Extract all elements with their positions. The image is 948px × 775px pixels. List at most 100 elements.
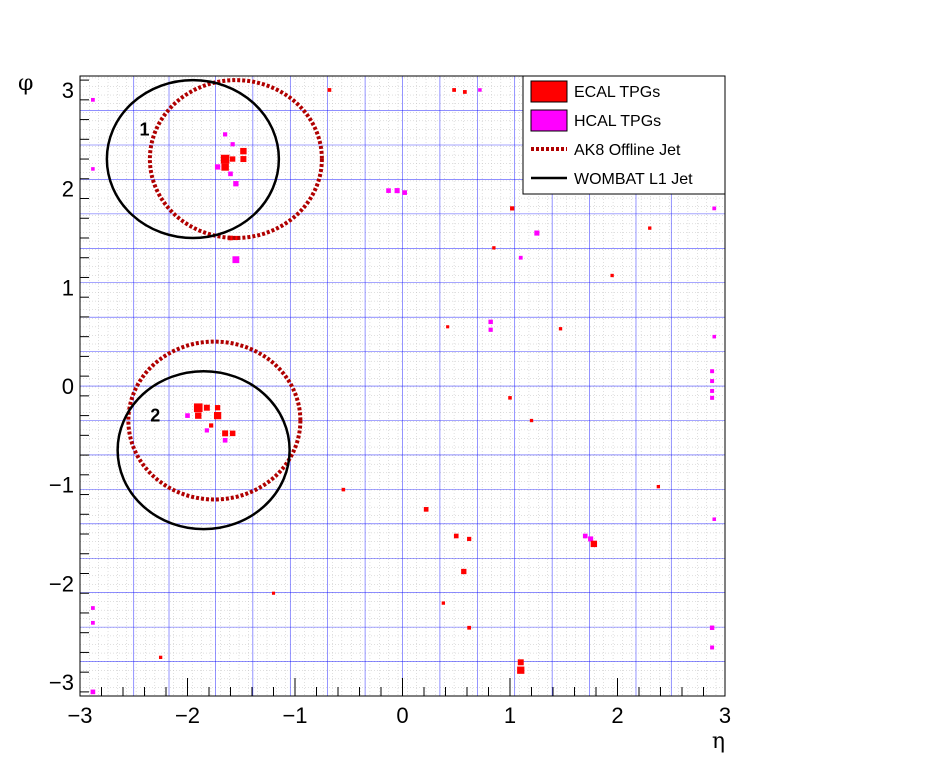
ecal-tpg-marker <box>648 226 652 230</box>
ecal-tpg-marker <box>517 666 525 674</box>
hcal-tpg-marker <box>710 369 715 374</box>
tpg-markers <box>90 88 717 695</box>
hcal-tpg-marker <box>233 181 239 187</box>
ecal-tpg-marker <box>341 487 346 492</box>
hcal-tpg-marker <box>710 645 715 650</box>
hcal-tpg-marker <box>582 533 588 539</box>
ecal-tpg-marker <box>230 156 236 162</box>
ecal-tpg-marker <box>510 206 515 211</box>
hcal-tpg-marker <box>709 625 715 630</box>
x-tick-label: 2 <box>611 703 623 728</box>
y-tick-label: 1 <box>62 275 74 300</box>
hcal-tpg-marker <box>91 620 95 625</box>
hcal-tpg-marker <box>518 255 523 260</box>
ecal-tpg-marker <box>529 418 534 423</box>
hcal-tpg-marker <box>394 188 400 194</box>
legend-label: HCAL TPGs <box>574 113 661 130</box>
ecal-tpg-marker <box>517 659 524 666</box>
hcal-tpg-marker <box>488 319 493 325</box>
y-tick-label: −3 <box>49 670 74 695</box>
x-tick-label: 3 <box>719 703 731 728</box>
hcal-tpg-marker <box>710 395 715 400</box>
ecal-tpg-marker <box>240 156 247 163</box>
ecal-tpg-marker <box>610 273 614 278</box>
ecal-tpg-marker <box>203 404 210 411</box>
ecal-tpg-marker <box>656 484 661 489</box>
x-axis-label: η <box>712 729 725 754</box>
hcal-tpg-marker <box>386 188 391 193</box>
hcal-tpg-marker <box>228 171 233 177</box>
hcal-tpg-marker <box>232 256 240 264</box>
ecal-tpg-marker <box>195 412 202 419</box>
legend: ECAL TPGs HCAL TPGs AK8 Offline Jet WOMBAT … <box>522 75 726 195</box>
ecal-tpg-marker <box>508 396 512 400</box>
ecal-tpg-marker <box>240 147 247 155</box>
ecal-tpg-marker <box>441 601 446 605</box>
x-tick-label: −1 <box>282 703 307 728</box>
ecal-tpg-marker <box>233 235 238 241</box>
hcal-tpg-marker <box>204 428 209 433</box>
hcal-tpg-marker <box>710 388 715 393</box>
hcal-tpg-marker <box>712 334 717 339</box>
x-tick-label: 0 <box>396 703 408 728</box>
ecal-tpg-marker <box>209 423 214 428</box>
jet-number-label: 2 <box>150 406 160 426</box>
ecal-tpg-marker <box>229 430 236 437</box>
jet-circles: 12 <box>105 78 324 531</box>
hcal-tpg-marker <box>90 689 96 695</box>
ecal-tpg-marker <box>453 533 459 539</box>
ecal-tpg-marker <box>158 655 163 660</box>
legend-label: WOMBAT L1 Jet <box>574 171 693 188</box>
hcal-tpg-marker <box>185 413 190 418</box>
hcal-tpg-marker <box>710 379 715 384</box>
ecal-tpg-marker <box>222 430 229 437</box>
hcal-tpg-marker <box>588 536 594 542</box>
hcal-tpg-marker <box>712 206 717 211</box>
legend-label: ECAL TPGs <box>574 84 660 101</box>
hcal-tpg-marker <box>534 230 540 236</box>
hcal-tpg-marker <box>230 142 235 147</box>
y-tick-label: 3 <box>62 78 74 103</box>
y-tick-label: −1 <box>49 473 74 498</box>
ecal-tpg-marker <box>590 540 598 548</box>
x-tick-label: 1 <box>504 703 516 728</box>
ecal-tpg-marker <box>193 403 203 413</box>
ecal-tpg-marker <box>423 507 429 512</box>
hcal-tpg-marker <box>712 517 717 521</box>
jet-number-label: 1 <box>139 119 149 139</box>
ecal-tpg-marker <box>467 625 472 630</box>
legend-swatch-ecal <box>530 80 568 103</box>
ecal-tpg-marker <box>558 327 563 331</box>
x-tick-label: −2 <box>175 703 200 728</box>
hcal-tpg-marker <box>223 132 228 137</box>
y-tick-label: −2 <box>49 571 74 596</box>
ecal-tpg-marker <box>446 325 450 329</box>
y-tick-label: 2 <box>62 177 74 202</box>
x-tick-label: −3 <box>67 703 92 728</box>
hcal-tpg-marker <box>214 164 221 170</box>
legend-swatch-hcal <box>530 109 568 132</box>
ecal-tpg-marker <box>214 405 221 411</box>
hcal-tpg-marker <box>91 167 95 171</box>
ak8-offline-jet-circle <box>147 78 324 240</box>
ecal-tpg-marker <box>462 90 467 94</box>
hcal-tpg-marker <box>91 606 95 610</box>
wombat-l1-jet-circle <box>116 369 291 531</box>
ecal-tpg-marker <box>221 163 229 171</box>
wombat-l1-jet-circle <box>105 78 281 240</box>
ecal-tpg-marker <box>228 235 233 241</box>
ecal-tpg-marker <box>271 591 276 595</box>
ecal-tpg-marker <box>461 568 467 575</box>
hcal-tpg-marker <box>488 327 493 332</box>
hcal-tpg-marker <box>478 88 482 92</box>
ecal-tpg-marker <box>213 411 222 420</box>
ecal-tpg-marker <box>452 88 456 92</box>
ecal-tpg-marker <box>327 88 332 92</box>
hcal-tpg-marker <box>402 190 407 195</box>
ecal-tpg-marker <box>492 246 496 250</box>
legend-label: AK8 Offline Jet <box>574 142 681 159</box>
y-tick-label: 0 <box>62 374 74 399</box>
y-axis-label: φ <box>18 71 33 96</box>
